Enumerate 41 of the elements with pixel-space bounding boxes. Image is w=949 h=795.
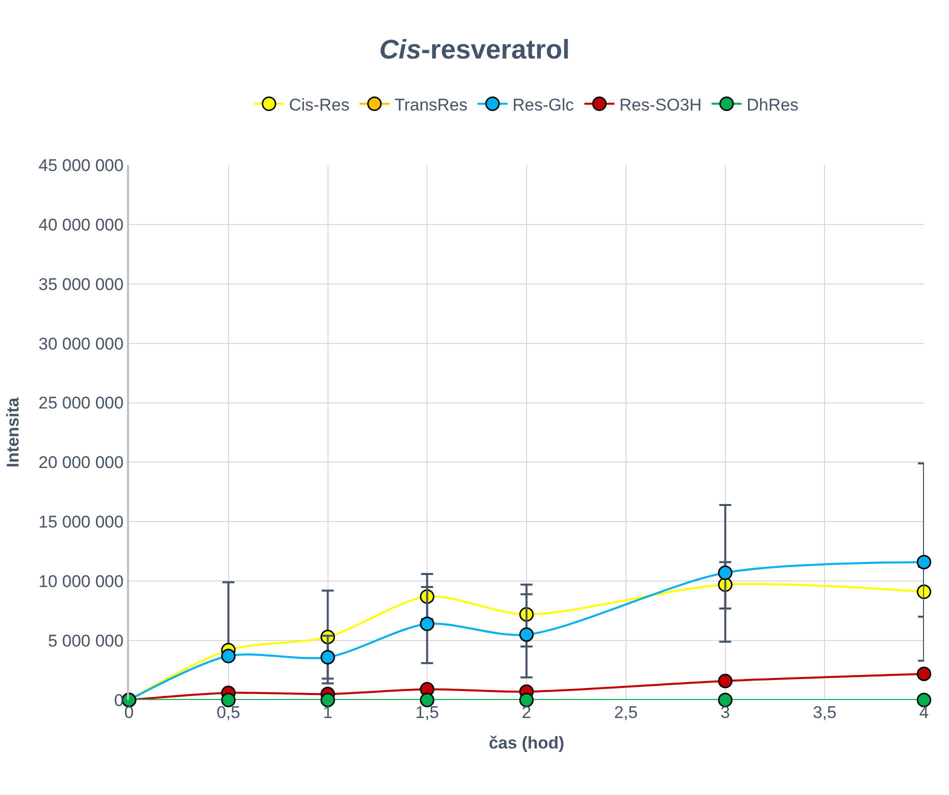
x-tick-label: 2,5	[614, 703, 638, 722]
x-tick-label: 1	[323, 703, 332, 722]
point	[420, 616, 434, 632]
y-tick-label: 10 000 000	[38, 572, 124, 592]
chart-title: Cis-resveratrol	[379, 34, 570, 65]
legend-label: TransRes	[394, 95, 468, 114]
point	[221, 648, 236, 664]
x-tick-label: 2	[522, 703, 532, 722]
legend-label: DhRes	[746, 95, 799, 114]
y-tick-label: 20 000 000	[38, 453, 124, 472]
x-tick-label: 4	[919, 703, 929, 722]
point	[320, 650, 335, 664]
x-axis-title: čas (hod)	[488, 733, 564, 752]
y-tick-label: 25 000 000	[38, 394, 124, 413]
point	[916, 666, 932, 682]
y-tick-label: 15 000 000	[38, 512, 124, 532]
point	[718, 566, 732, 580]
legend-label: Res-SO3H	[619, 95, 702, 114]
y-tick-label: 40 000 000	[38, 215, 124, 234]
x-tick-label: 0,5	[216, 703, 240, 722]
point	[221, 692, 236, 708]
legend-label: Res-Glc	[512, 95, 574, 114]
point	[718, 692, 732, 708]
point	[916, 692, 932, 708]
point	[916, 554, 932, 570]
point	[916, 584, 932, 600]
y-axis-title: Intensita	[4, 397, 23, 468]
point	[519, 692, 534, 708]
point	[519, 627, 534, 642]
y-tick-label: 45 000 000	[38, 156, 124, 175]
x-tick-label: 3,5	[812, 703, 836, 722]
legend-label: Cis-Res	[289, 95, 350, 114]
y-tick-label: 5 000 000	[48, 632, 124, 651]
x-tick-label: 3	[720, 703, 730, 722]
point	[420, 692, 434, 708]
point	[320, 692, 335, 708]
y-tick-label: 0	[114, 690, 124, 710]
y-tick-label: 30 000 000	[38, 334, 124, 354]
x-tick-label: 1,5	[415, 703, 439, 722]
y-tick-label: 35 000 000	[38, 274, 124, 294]
point	[718, 674, 732, 688]
